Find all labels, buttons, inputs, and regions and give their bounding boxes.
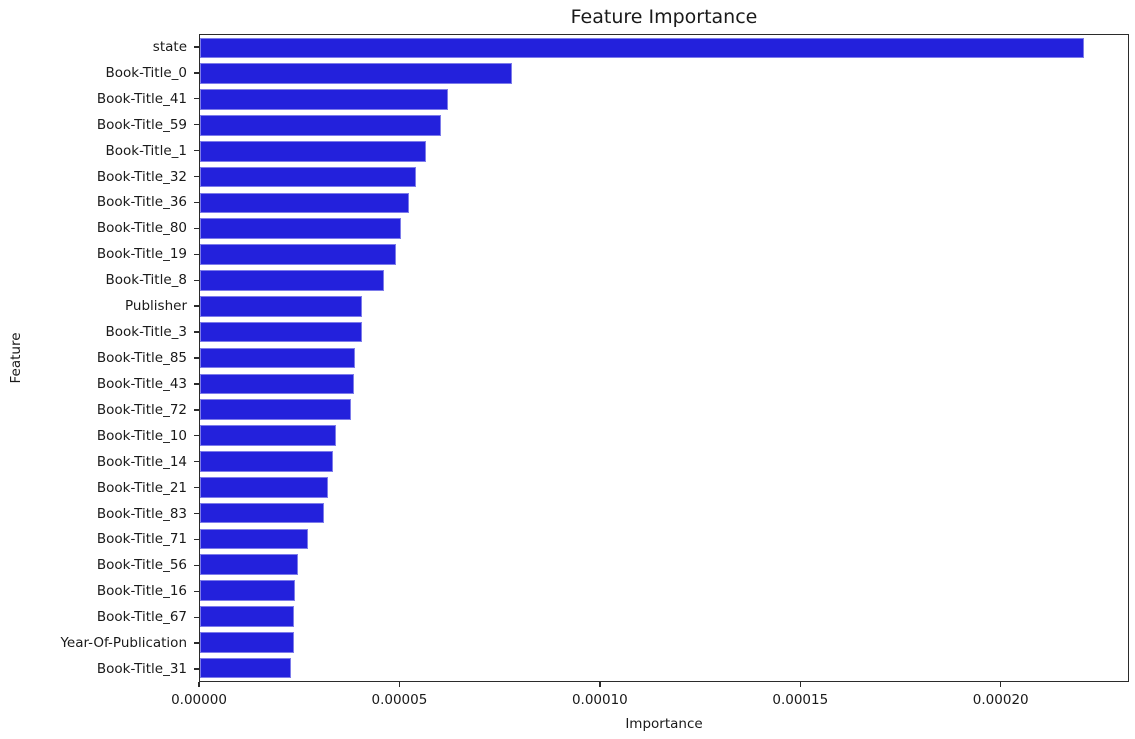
ytick-label-Book-Title_19: Book-Title_19 <box>96 246 187 263</box>
ytick-mark <box>194 409 199 411</box>
bar-Book-Title_8 <box>200 270 384 291</box>
x-axis-label: Importance <box>625 716 703 732</box>
bar-Book-Title_32 <box>200 166 417 188</box>
ytick-label-Book-Title_8: Book-Title_8 <box>105 272 187 289</box>
ytick-mark <box>194 590 199 592</box>
ytick-mark <box>194 460 199 463</box>
bar-Publisher <box>200 295 362 317</box>
ytick-label-Book-Title_67: Book-Title_67 <box>96 609 187 626</box>
ytick-label-Book-Title_59: Book-Title_59 <box>96 116 187 133</box>
xtick-label-0.00020: 0.00020 <box>972 692 1029 708</box>
ytick-label-Book-Title_41: Book-Title_41 <box>96 90 187 107</box>
xtick-mark <box>398 682 401 687</box>
bar-state <box>200 37 1084 59</box>
ytick-mark <box>194 253 199 255</box>
bar-Book-Title_71 <box>200 528 308 550</box>
ytick-mark <box>194 331 199 333</box>
ytick-label-Book-Title_71: Book-Title_71 <box>96 531 187 548</box>
ytick-label-Book-Title_72: Book-Title_72 <box>96 401 187 418</box>
bar-Year-Of-Publication <box>200 631 295 653</box>
bar-Book-Title_67 <box>200 606 295 627</box>
ytick-mark <box>194 149 199 152</box>
xtick-label-0.00005: 0.00005 <box>371 692 428 708</box>
ytick-label-Book-Title_43: Book-Title_43 <box>96 375 187 392</box>
bar-Book-Title_3 <box>200 321 362 343</box>
bar-Book-Title_31 <box>200 657 291 679</box>
bar-Book-Title_16 <box>200 580 296 601</box>
bar-Book-Title_72 <box>200 399 351 421</box>
ytick-mark <box>194 383 199 385</box>
chart-title: Feature Importance <box>570 6 758 28</box>
xtick-mark <box>799 682 801 687</box>
bar-Book-Title_85 <box>200 347 355 369</box>
bar-Book-Title_83 <box>200 502 325 524</box>
ytick-label-Year-Of-Publication: Year-Of-Publication <box>60 635 187 652</box>
ytick-label-Book-Title_16: Book-Title_16 <box>96 583 187 600</box>
ytick-mark <box>194 201 199 204</box>
ytick-mark <box>194 279 199 281</box>
bar-Book-Title_56 <box>200 554 298 576</box>
ytick-label-Book-Title_31: Book-Title_31 <box>96 661 187 678</box>
bar-Book-Title_80 <box>200 218 402 240</box>
ytick-label-Book-Title_83: Book-Title_83 <box>96 505 187 522</box>
xtick-label-0.00015: 0.00015 <box>772 692 829 708</box>
ytick-label-state: state <box>152 38 187 55</box>
ytick-label-Book-Title_3: Book-Title_3 <box>105 324 187 341</box>
ytick-label-Book-Title_0: Book-Title_0 <box>105 64 187 81</box>
bar-Book-Title_19 <box>200 244 397 265</box>
ytick-mark <box>194 72 199 74</box>
ytick-mark <box>194 124 199 126</box>
ytick-label-Book-Title_14: Book-Title_14 <box>96 453 187 470</box>
bar-Book-Title_14 <box>200 451 333 472</box>
ytick-mark <box>194 642 199 644</box>
ytick-mark <box>194 305 199 307</box>
ytick-mark <box>194 227 199 230</box>
ytick-mark <box>194 46 199 48</box>
ytick-mark <box>194 357 199 359</box>
ytick-label-Book-Title_32: Book-Title_32 <box>96 168 187 185</box>
ytick-mark <box>194 564 199 567</box>
ytick-mark <box>194 668 199 670</box>
ytick-mark <box>194 435 199 437</box>
ytick-label-Book-Title_21: Book-Title_21 <box>96 479 187 496</box>
bar-Book-Title_43 <box>200 373 355 395</box>
bar-Book-Title_59 <box>200 115 442 136</box>
ytick-label-Publisher: Publisher <box>125 298 187 315</box>
xtick-label-0.00000: 0.00000 <box>171 692 227 708</box>
ytick-label-Book-Title_80: Book-Title_80 <box>96 220 187 237</box>
bar-Book-Title_21 <box>200 476 329 498</box>
ytick-label-Book-Title_36: Book-Title_36 <box>96 194 187 211</box>
ytick-mark <box>194 538 199 541</box>
ytick-label-Book-Title_85: Book-Title_85 <box>96 350 187 366</box>
xtick-mark <box>1000 682 1002 687</box>
bar-Book-Title_0 <box>200 63 512 85</box>
ytick-label-Book-Title_56: Book-Title_56 <box>96 557 187 574</box>
ytick-mark <box>194 175 199 178</box>
plot-area <box>199 34 1129 682</box>
ytick-label-Book-Title_10: Book-Title_10 <box>96 427 187 444</box>
ytick-mark <box>194 616 199 618</box>
xtick-mark <box>198 682 200 687</box>
ytick-mark <box>194 486 199 489</box>
xtick-label-0.00010: 0.00010 <box>571 692 628 708</box>
bar-Book-Title_1 <box>200 140 426 162</box>
ytick-label-Book-Title_1: Book-Title_1 <box>105 142 187 159</box>
bar-Book-Title_41 <box>200 89 448 110</box>
xtick-mark <box>599 682 601 687</box>
bar-Book-Title_36 <box>200 192 409 214</box>
bar-Book-Title_10 <box>200 425 337 446</box>
ytick-mark <box>194 98 199 100</box>
ytick-mark <box>194 512 199 515</box>
